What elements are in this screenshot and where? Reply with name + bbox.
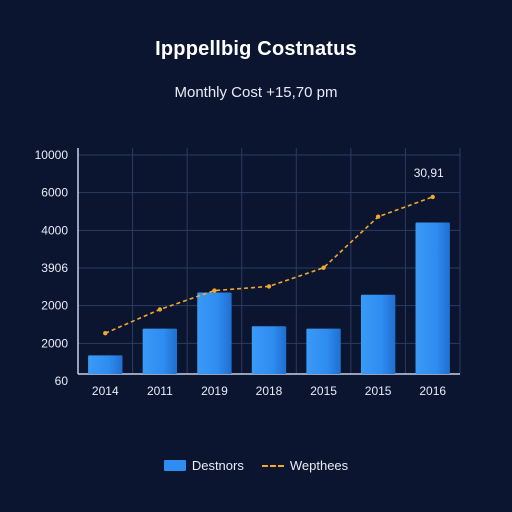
line-annotation: 30,91 [414, 166, 444, 180]
line-point[interactable] [321, 265, 326, 270]
legend-swatch-bars [163, 460, 186, 471]
y-tick-label: 10000 [35, 148, 69, 162]
line-point[interactable] [430, 194, 435, 200]
y-tick-label: 3906 [41, 261, 68, 275]
legend-swatch-line [261, 464, 284, 467]
bar[interactable] [142, 328, 178, 374]
chart-legend: Destnors Wepthees [0, 458, 512, 473]
bar[interactable] [360, 294, 396, 374]
line-point[interactable] [157, 307, 163, 312]
labels-layer: 10000 6000 4000 3906 2000 2000 60 2014 2011 2019 2… [35, 148, 447, 398]
x-tick-label: 2016 [419, 384, 446, 398]
y-tick-label: 60 [55, 374, 69, 388]
legend-label-line: Wepthees [289, 458, 349, 473]
y-tick-label: 4000 [41, 223, 68, 237]
grid-layer [77, 148, 461, 375]
x-tick-label: 2014 [92, 384, 119, 398]
line-layer [103, 194, 435, 336]
y-tick-label: 2000 [41, 336, 68, 350]
bar[interactable] [197, 292, 232, 374]
y-tick-label: 6000 [41, 186, 68, 200]
x-tick-label: 2015 [365, 384, 392, 398]
legend-item-line[interactable]: Wepthees [261, 458, 349, 473]
bars-layer [88, 222, 450, 374]
bar[interactable] [306, 328, 341, 374]
bar[interactable] [251, 326, 287, 374]
legend-item-bars[interactable]: Destnors [163, 458, 244, 473]
line-point[interactable] [375, 214, 381, 219]
x-tick-label: 2011 [147, 384, 173, 398]
legend-label-bars: Destnors [191, 458, 244, 473]
line-point[interactable] [103, 331, 108, 336]
bar[interactable] [415, 222, 450, 374]
chart-title: Ipppellbig Costnatus [155, 38, 357, 60]
y-tick-label: 2000 [41, 299, 68, 313]
bar[interactable] [88, 355, 123, 374]
x-tick-label: 2019 [201, 384, 228, 398]
x-tick-label: 2018 [256, 384, 283, 398]
chart-subtitle: Monthly Cost +15,70 pm [174, 84, 338, 101]
line-point[interactable] [266, 284, 272, 289]
line-point[interactable] [212, 288, 217, 293]
x-tick-label: 2015 [310, 384, 337, 398]
